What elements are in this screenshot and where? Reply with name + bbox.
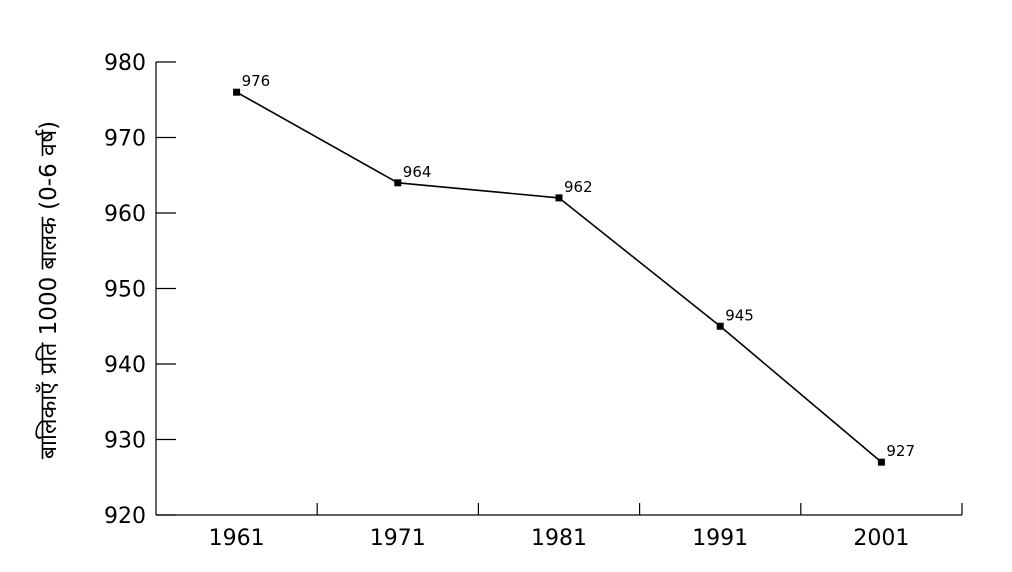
data-label: 964 — [403, 163, 432, 181]
y-tick-label: 980 — [104, 51, 146, 76]
y-tick-label: 960 — [104, 202, 146, 227]
y-tick-label: 950 — [104, 278, 146, 303]
y-tick-label: 970 — [104, 127, 146, 152]
data-point-marker — [394, 179, 402, 187]
x-tick-label: 1961 — [209, 526, 265, 551]
series-line-path — [236, 91, 882, 463]
labels: 920 930 940 950 960 970 980 1961 1971 1981 1991 200… — [35, 51, 915, 551]
data-point-marker — [555, 194, 563, 202]
data-label: 976 — [242, 72, 271, 90]
data-label: 962 — [564, 178, 593, 196]
data-point-marker — [716, 322, 724, 330]
y-tick-label: 940 — [104, 353, 146, 378]
x-tick-label: 1981 — [531, 526, 587, 551]
series-line — [233, 88, 885, 466]
x-tick-label: 1991 — [692, 526, 748, 551]
data-point-marker — [233, 88, 241, 96]
y-axis-title: बालिकाएँ प्रति 1000 बालक (0-6 वर्ष) — [35, 121, 62, 459]
x-tick-label: 1971 — [370, 526, 426, 551]
y-tick-label: 930 — [104, 429, 146, 454]
x-tick-label: 2001 — [853, 526, 909, 551]
axes — [155, 61, 963, 516]
data-label: 945 — [725, 306, 754, 324]
data-point-marker — [877, 458, 885, 466]
data-label: 927 — [886, 442, 915, 460]
y-tick-label: 920 — [104, 504, 146, 529]
